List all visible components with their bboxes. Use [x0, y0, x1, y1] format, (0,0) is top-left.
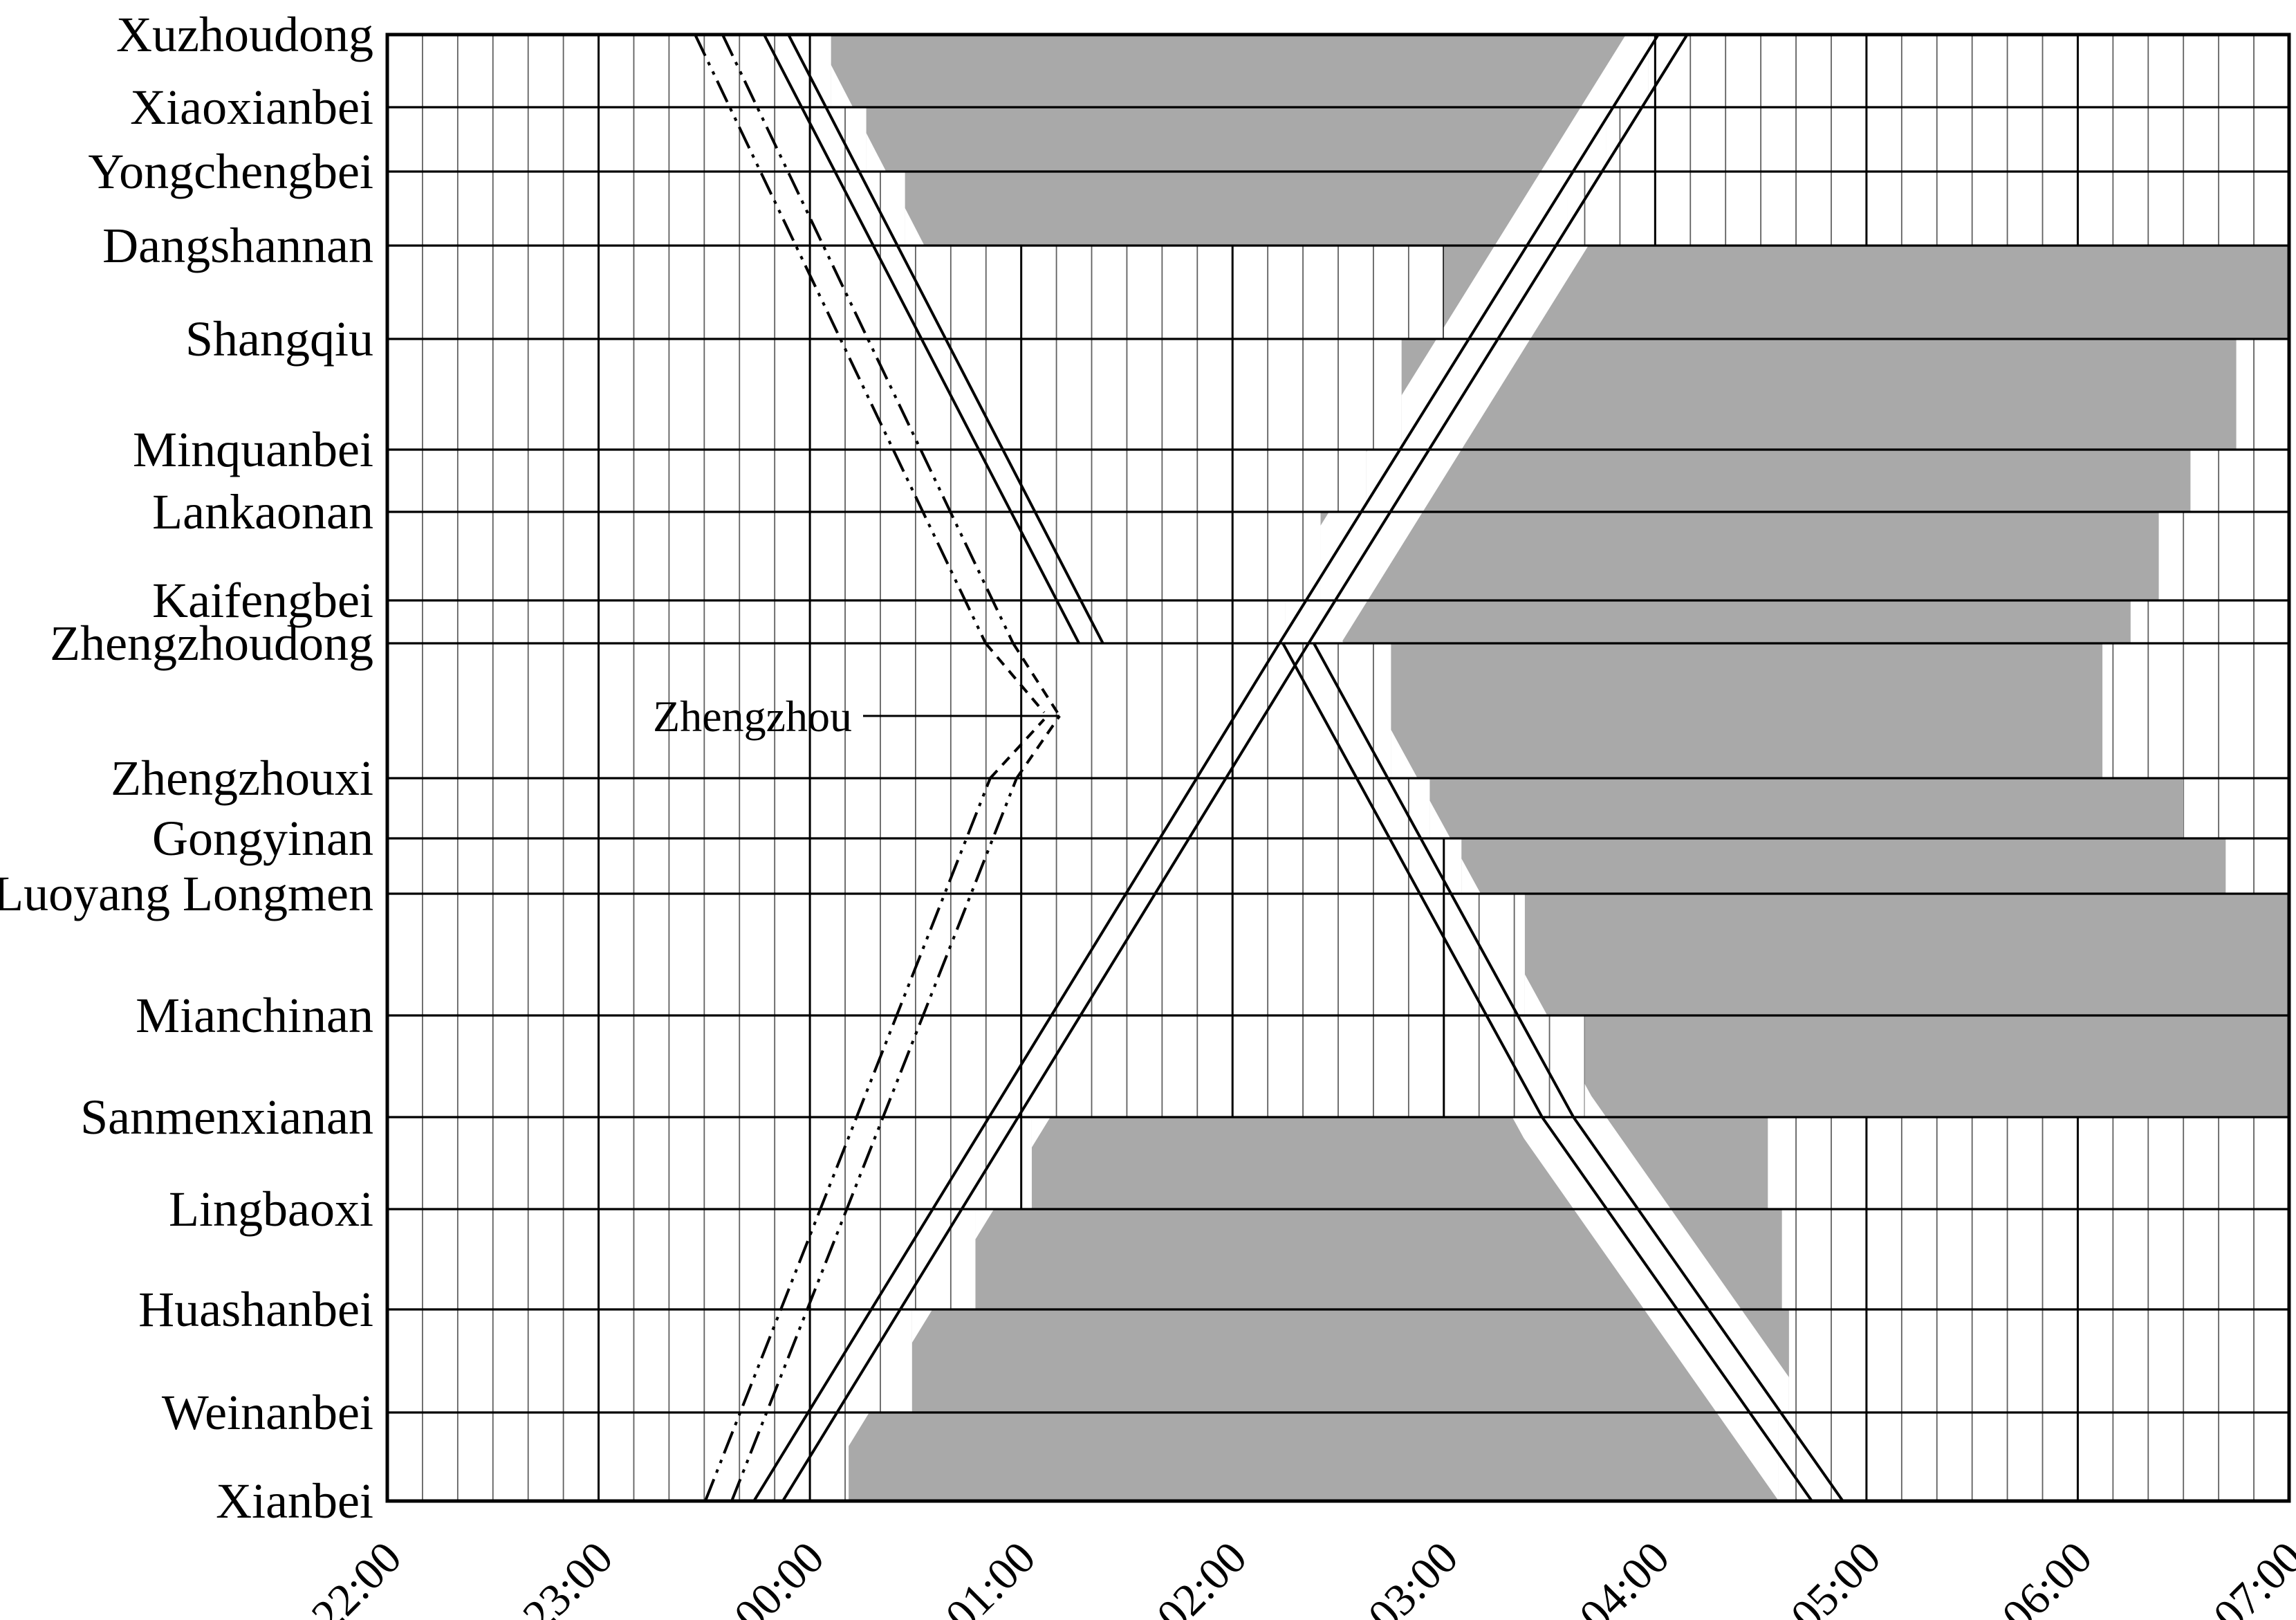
time-label: 01:00	[936, 1532, 1045, 1620]
inline-station-label: Zhengzhou	[653, 692, 852, 741]
maintenance-block	[866, 107, 1607, 172]
time-label: 22:00	[302, 1532, 411, 1620]
train-line-down-solid-2b	[1313, 643, 1844, 1502]
train-line-down-solid-2a	[1281, 643, 1813, 1502]
train-line-up-dashdot-1-tail	[989, 718, 1046, 780]
maintenance-block	[1285, 600, 2131, 643]
maintenance-block	[1429, 778, 2184, 838]
station-label: Xiaoxianbei	[130, 80, 373, 135]
station-label: Mianchinan	[136, 988, 373, 1043]
time-label: 02:00	[1147, 1532, 1257, 1620]
station-label: Dangshannan	[102, 218, 373, 273]
time-label: 06:00	[1992, 1532, 2102, 1620]
station-label: Kaifengbei	[152, 573, 373, 628]
station-label: Xuzhoudong	[116, 7, 373, 62]
maintenance-block	[1461, 838, 2226, 894]
maintenance-blocks	[831, 35, 2290, 1501]
train-line-down-dashdot-2-tail	[1012, 642, 1061, 717]
train-line-down-dashdot-2	[721, 34, 1015, 644]
train-line-up-solid-a	[752, 33, 1660, 1502]
plot-border	[385, 33, 2291, 1503]
maintenance-block	[1320, 512, 2159, 600]
station-label: Sanmenxianan	[80, 1089, 373, 1145]
time-label: 00:00	[725, 1532, 834, 1620]
maintenance-block	[1366, 450, 2191, 512]
station-label: Gongyinan	[152, 811, 373, 866]
train-line-down-dashdot-1	[694, 34, 988, 644]
time-label: 07:00	[2204, 1532, 2296, 1620]
maintenance-block	[1584, 1015, 2290, 1117]
maintenance-block	[911, 1309, 1789, 1412]
time-label: 04:00	[1570, 1532, 1679, 1620]
maintenance-block	[905, 172, 1568, 246]
train-line-up-dashdot-2-tail	[1015, 715, 1061, 780]
station-label: Lingbaoxi	[169, 1181, 373, 1237]
station-label: Luoyang Longmen	[0, 866, 373, 921]
station-labels: Xuzhoudong Xiaoxianbei Yongchengbei Dangsha…	[0, 7, 373, 1529]
station-label: Xianbei	[216, 1473, 373, 1529]
maintenance-block	[1401, 339, 2237, 450]
station-label: Yongchengbei	[88, 144, 373, 199]
train-line-down-solid-1a	[763, 34, 1080, 644]
train-line-up-solid-b	[781, 33, 1689, 1502]
maintenance-block	[1443, 246, 2290, 339]
train-line-up-dashdot-2	[730, 777, 1018, 1502]
station-label: Huashanbei	[138, 1282, 373, 1337]
maintenance-block	[831, 35, 1649, 107]
station-label: Weinanbei	[162, 1385, 373, 1440]
station-label: Shangqiu	[185, 311, 373, 367]
train-line-down-dashdot-1-tail	[984, 642, 1046, 714]
train-line-down-solid-1b	[787, 34, 1104, 644]
time-label: 05:00	[1781, 1532, 1891, 1620]
time-label: 23:00	[513, 1532, 622, 1620]
maintenance-block	[1391, 643, 2103, 778]
station-label: Zhengzhouxi	[111, 751, 373, 806]
maintenance-block	[849, 1412, 1779, 1501]
station-label: Zhengzhoudong	[50, 616, 373, 671]
train-lines	[694, 33, 1844, 1502]
train-line-up-dashdot-1	[704, 777, 992, 1502]
maintenance-block	[1524, 894, 2290, 1015]
time-labels: 22:00 23:00 00:00 01:00 02:00 03:00 04:00 05:00…	[302, 1532, 2296, 1620]
time-label: 03:00	[1358, 1532, 1468, 1620]
station-label: Minquanbei	[133, 422, 373, 477]
station-label: Lankaonan	[152, 484, 373, 540]
